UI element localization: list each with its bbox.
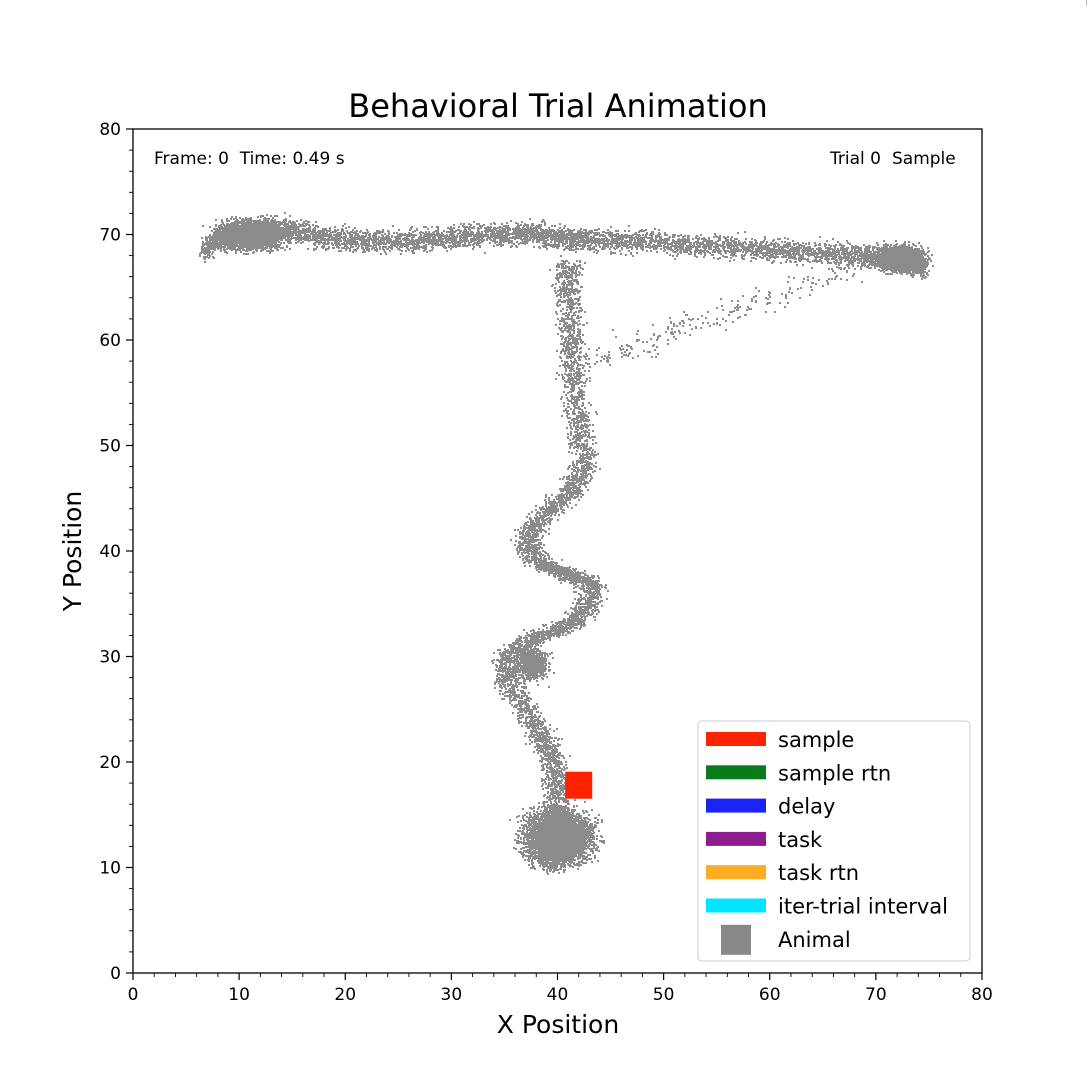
y-tick-label: 10 <box>99 859 121 879</box>
y-tick-label: 0 <box>110 964 121 984</box>
legend-label: iter-trial interval <box>778 895 948 919</box>
legend-swatch-task-rtn <box>706 865 766 880</box>
x-tick-label: 0 <box>128 985 139 1005</box>
legend-label: delay <box>778 795 835 819</box>
legend-swatch-iter-trial-interval <box>706 898 766 913</box>
legend-label: sample <box>778 728 854 752</box>
x-tick-label: 20 <box>334 985 356 1005</box>
window-edge <box>1086 0 1087 6</box>
legend-label: task rtn <box>778 861 859 885</box>
legend-swatch-task <box>706 831 766 846</box>
trajectory-layer <box>199 212 934 875</box>
x-axis-label: X Position <box>497 1010 619 1039</box>
y-tick-label: 20 <box>99 753 121 773</box>
y-tick-label: 50 <box>99 437 121 457</box>
legend-swatch-animal <box>721 924 751 955</box>
y-axis-label: Y Position <box>58 491 87 613</box>
y-tick-label: 80 <box>99 120 121 140</box>
y-tick-label: 70 <box>99 226 121 246</box>
x-tick-label: 60 <box>759 985 781 1005</box>
legend-swatch-delay <box>706 798 766 813</box>
y-tick-label: 30 <box>99 648 121 668</box>
frame-time-label: Frame: 0 Time: 0.49 s <box>154 149 345 169</box>
x-tick-label: 50 <box>653 985 675 1005</box>
trajectory-points <box>199 212 934 875</box>
x-tick-label: 40 <box>547 985 569 1005</box>
x-tick-label: 70 <box>865 985 887 1005</box>
legend-label: task <box>778 828 823 852</box>
x-tick-label: 10 <box>228 985 250 1005</box>
x-tick-label: 80 <box>971 985 993 1005</box>
chart-title: Behavioral Trial Animation <box>348 87 767 125</box>
legend-swatch-sample-rtn <box>706 765 766 780</box>
axis-ticks: 0 10 20 30 40 50 60 70 80 0 10 20 30 40 50 60 70 80 <box>99 120 992 1005</box>
legend-label: sample rtn <box>778 761 891 785</box>
current-position-marker <box>565 771 593 799</box>
legend-swatch-sample <box>706 732 766 746</box>
y-tick-label: 40 <box>99 542 121 562</box>
x-tick-label: 30 <box>441 985 463 1005</box>
legend: sample sample rtn delay task task rtn iter-tr… <box>697 720 971 962</box>
legend-label: Animal <box>778 928 851 952</box>
trial-label: Trial 0 <box>829 149 881 169</box>
phase-label: Sample <box>892 149 956 169</box>
plot-frame <box>132 128 983 974</box>
y-tick-label: 60 <box>99 331 121 351</box>
